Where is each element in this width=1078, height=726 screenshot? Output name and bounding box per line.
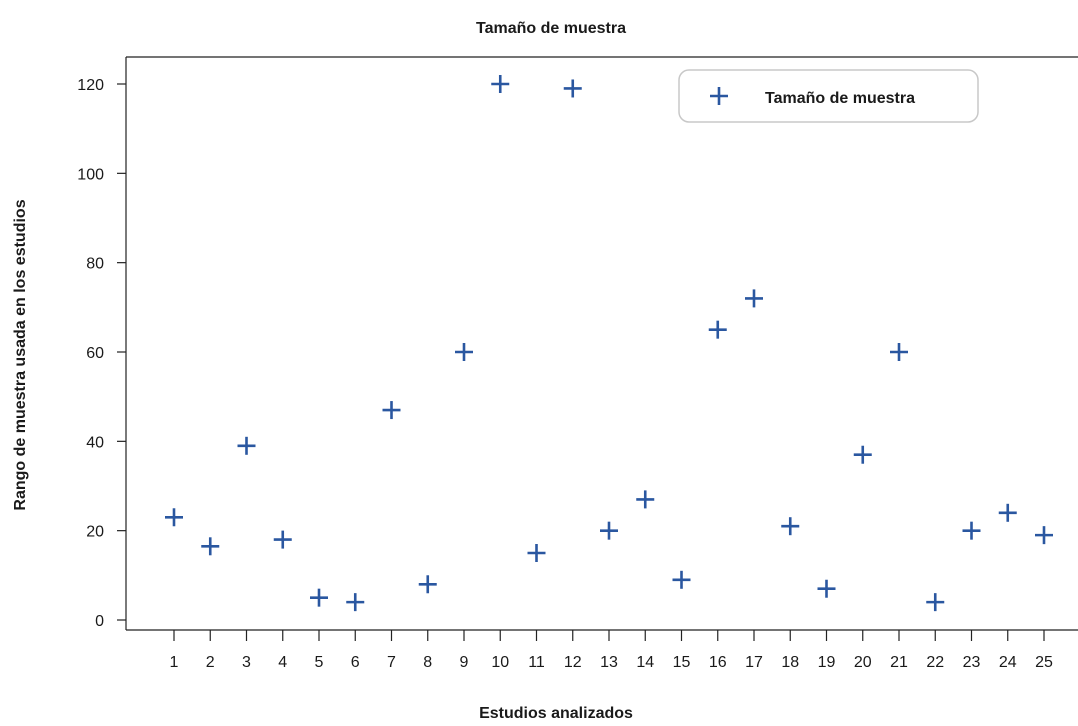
x-tick-label: 14 xyxy=(636,654,654,671)
x-tick-label: 12 xyxy=(564,654,582,671)
data-point xyxy=(165,508,183,527)
x-tick-label: 20 xyxy=(854,654,872,671)
x-tick-label: 2 xyxy=(206,654,215,671)
x-tick-label: 13 xyxy=(600,654,618,671)
x-axis-title: Estudios analizados xyxy=(479,705,633,722)
x-tick-label: 9 xyxy=(460,654,469,671)
data-point xyxy=(817,579,836,598)
x-tick-label: 17 xyxy=(745,654,763,671)
data-points xyxy=(165,75,1053,612)
y-tick-label: 100 xyxy=(77,166,104,183)
data-point xyxy=(672,570,691,589)
y-tick-label: 60 xyxy=(86,345,104,362)
data-point xyxy=(273,530,292,549)
x-tick-label: 24 xyxy=(999,654,1017,671)
x-tick-label: 21 xyxy=(890,654,908,671)
data-point xyxy=(455,343,473,361)
legend-box xyxy=(678,69,979,123)
y-axis-ticks: 0 20 40 60 80 100 120 xyxy=(77,77,126,630)
data-point xyxy=(310,588,328,607)
data-point xyxy=(418,575,437,594)
x-tick-label: 25 xyxy=(1035,654,1053,671)
data-point xyxy=(1035,526,1053,545)
x-tick-label: 10 xyxy=(491,654,509,671)
legend-label: Tamaño de muestra xyxy=(765,90,915,107)
y-tick-label: 120 xyxy=(77,77,104,94)
data-point xyxy=(745,289,763,308)
data-point xyxy=(636,490,655,509)
data-point xyxy=(962,521,981,540)
x-tick-label: 4 xyxy=(278,654,287,671)
x-tick-label: 15 xyxy=(673,654,691,671)
y-tick-label: 0 xyxy=(95,613,104,630)
data-point xyxy=(382,401,401,420)
x-tick-label: 11 xyxy=(528,654,545,671)
data-point xyxy=(527,544,546,562)
data-point xyxy=(853,445,872,464)
x-tick-label: 23 xyxy=(963,654,981,671)
x-tick-label: 6 xyxy=(351,654,360,671)
x-tick-label: 5 xyxy=(315,654,324,671)
data-point xyxy=(346,593,365,612)
data-point xyxy=(708,320,727,339)
data-point xyxy=(998,503,1017,522)
chart-title: Tamaño de muestra xyxy=(476,20,626,37)
x-tick-label: 1 xyxy=(170,654,179,671)
data-point xyxy=(563,79,582,98)
data-point xyxy=(890,343,908,361)
legend-marker-icon xyxy=(710,87,728,105)
data-point xyxy=(926,593,945,612)
x-tick-label: 19 xyxy=(818,654,836,671)
x-tick-label: 3 xyxy=(242,654,251,671)
data-point xyxy=(600,521,618,540)
y-tick-label: 40 xyxy=(86,434,104,451)
y-tick-label: 80 xyxy=(86,256,104,273)
plot-frame xyxy=(125,56,1078,631)
x-tick-label: 18 xyxy=(781,654,799,671)
legend-plus-marker xyxy=(710,87,728,105)
x-axis-ticks: 1 2 3 4 5 6 7 8 9 10 11 12 13 14 15 16 17 18 19 20 21 22 23 24 2… xyxy=(170,630,1053,671)
x-tick-label: 22 xyxy=(926,654,944,671)
data-point xyxy=(237,436,256,455)
x-tick-label: 8 xyxy=(423,654,432,671)
data-point xyxy=(491,75,510,93)
data-point xyxy=(781,517,800,536)
legend: Tamaño de muestra xyxy=(678,69,979,123)
x-tick-label: 7 xyxy=(387,654,396,671)
y-axis-title: Rango de muestra usada en los estudios xyxy=(12,199,29,510)
x-tick-label: 16 xyxy=(709,654,727,671)
data-point xyxy=(201,537,220,556)
y-tick-label: 20 xyxy=(86,524,104,541)
